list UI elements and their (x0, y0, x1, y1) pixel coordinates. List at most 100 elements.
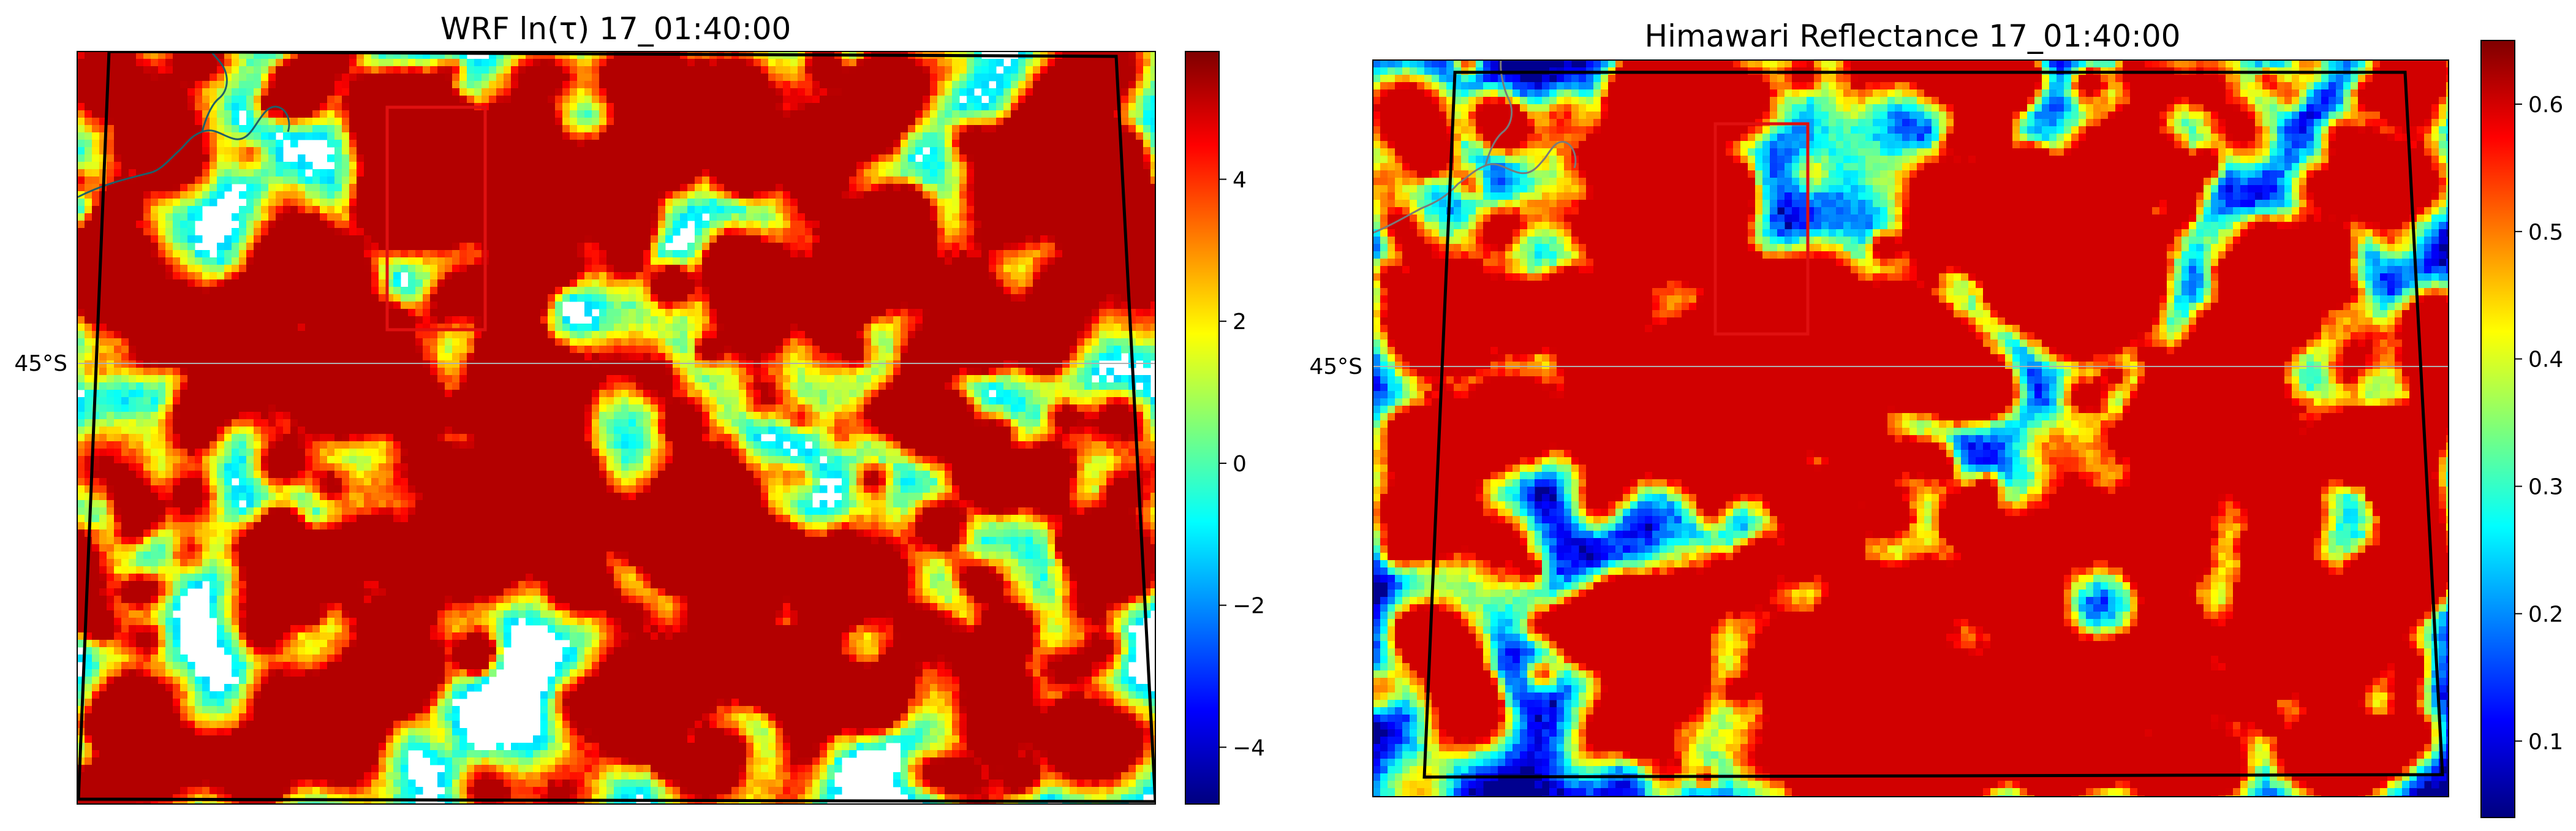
field-pixel (496, 302, 504, 309)
field-pixel (121, 287, 129, 295)
field-pixel (268, 294, 276, 302)
field-pixel (459, 206, 467, 214)
field-pixel (842, 206, 850, 214)
field-pixel (658, 302, 666, 309)
field-pixel (1114, 147, 1122, 155)
field-pixel (577, 279, 585, 287)
field-pixel (283, 66, 291, 74)
field-pixel (761, 74, 769, 82)
field-pixel (121, 132, 129, 140)
field-pixel (371, 250, 379, 258)
field-pixel (834, 103, 842, 111)
field-pixel (239, 162, 247, 170)
field-pixel (305, 243, 313, 251)
field-pixel (842, 265, 850, 273)
field-pixel (342, 199, 350, 207)
field-pixel (276, 235, 284, 243)
field-pixel (459, 140, 467, 148)
field-pixel (878, 265, 886, 273)
field-pixel (651, 221, 659, 229)
field-pixel (1062, 257, 1070, 265)
field-pixel (1136, 213, 1144, 221)
field-pixel (1033, 184, 1041, 192)
field-pixel (827, 74, 835, 82)
field-pixel (283, 59, 291, 67)
field-pixel (695, 221, 703, 229)
field-pixel (290, 125, 298, 133)
field-pixel (864, 184, 872, 192)
field-pixel (349, 81, 357, 89)
field-pixel (717, 184, 725, 192)
field-pixel (923, 213, 931, 221)
field-pixel (790, 191, 798, 199)
field-pixel (651, 199, 659, 207)
field-pixel (232, 235, 240, 243)
field-pixel (165, 96, 173, 104)
field-pixel (820, 74, 828, 82)
field-pixel (77, 221, 85, 229)
field-pixel (592, 265, 600, 273)
field-pixel (92, 191, 100, 199)
field-pixel (1150, 279, 1155, 287)
field-pixel (489, 132, 497, 140)
field-pixel (305, 279, 313, 287)
field-pixel (92, 287, 100, 295)
field-pixel (342, 287, 350, 295)
field-pixel (151, 154, 159, 162)
field-pixel (526, 59, 534, 67)
field-pixel (658, 81, 666, 89)
field-pixel (379, 132, 387, 140)
field-pixel (1070, 103, 1078, 111)
field-pixel (1048, 191, 1056, 199)
field-pixel (393, 206, 401, 214)
field-pixel (893, 265, 901, 273)
field-pixel (195, 257, 203, 265)
field-pixel (518, 265, 526, 273)
field-pixel (893, 110, 901, 118)
field-pixel (702, 272, 710, 280)
field-pixel (452, 140, 460, 148)
field-pixel (754, 118, 761, 126)
field-pixel (717, 257, 725, 265)
field-pixel (489, 81, 497, 89)
field-pixel (1048, 118, 1056, 126)
field-pixel (342, 88, 350, 96)
field-pixel (1070, 118, 1078, 126)
field-pixel (930, 132, 938, 140)
field-pixel (1055, 265, 1063, 273)
field-pixel (268, 228, 276, 236)
field-pixel (761, 184, 769, 192)
field-pixel (1077, 287, 1085, 295)
field-pixel (717, 191, 725, 199)
field-pixel (651, 243, 659, 251)
field-pixel (665, 96, 673, 104)
field-pixel (121, 162, 129, 170)
field-pixel (878, 221, 886, 229)
field-pixel (143, 257, 151, 265)
field-pixel (1099, 287, 1107, 295)
field-pixel (114, 154, 122, 162)
field-pixel (849, 110, 857, 118)
field-pixel (548, 184, 556, 192)
field-pixel (158, 169, 166, 177)
field-pixel (357, 265, 364, 273)
field-pixel (518, 118, 526, 126)
field-pixel (415, 265, 423, 273)
field-pixel (680, 88, 688, 96)
field-pixel (974, 213, 982, 221)
field-pixel (599, 81, 607, 89)
field-pixel (592, 110, 600, 118)
field-pixel (1092, 265, 1100, 273)
field-pixel (945, 118, 953, 126)
field-pixel (702, 103, 710, 111)
field-pixel (709, 118, 717, 126)
field-pixel (915, 272, 923, 280)
field-pixel (474, 265, 482, 273)
field-pixel (1106, 147, 1114, 155)
field-pixel (518, 132, 526, 140)
field-pixel (702, 257, 710, 265)
field-pixel (930, 191, 938, 199)
field-pixel (408, 96, 416, 104)
field-pixel (820, 140, 828, 148)
field-pixel (709, 103, 717, 111)
